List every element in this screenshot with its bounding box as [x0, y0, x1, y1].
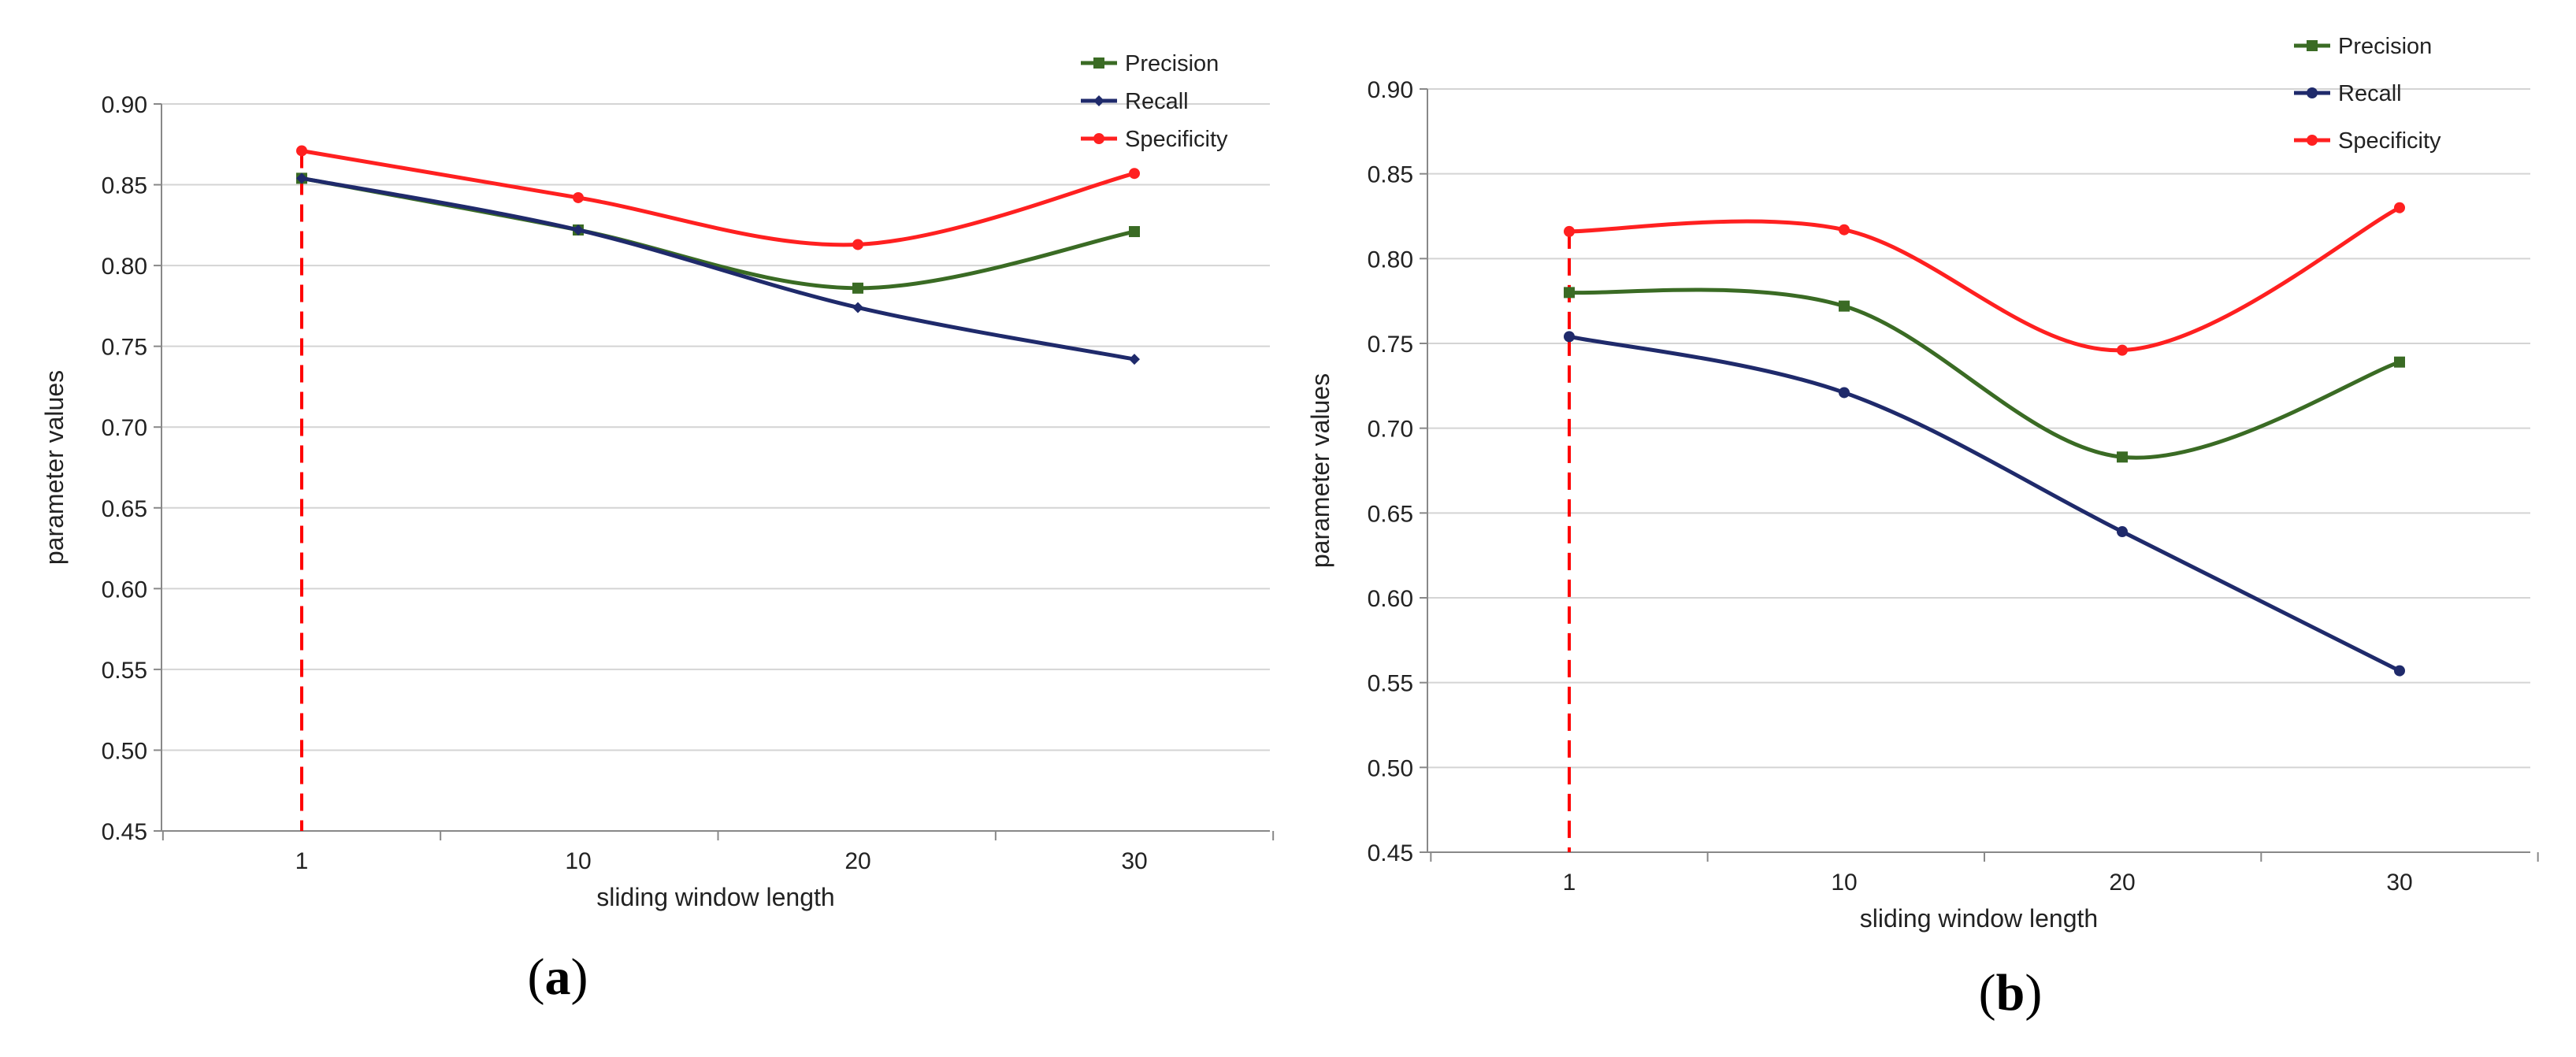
x-tick-label: 1: [295, 848, 309, 874]
x-tick-label: 10: [565, 848, 591, 874]
y-tick-label: 0.75: [102, 335, 147, 361]
y-tick-label: 0.85: [1368, 162, 1413, 188]
precision-point: [1839, 300, 1850, 312]
y-tick-label: 0.45: [1368, 840, 1413, 866]
precision-line: [301, 176, 1135, 291]
y-tick-label: 0.80: [1368, 247, 1413, 273]
legend-item: Precision: [1081, 51, 1219, 76]
specificity-line: [1568, 206, 2401, 353]
y-tick-label: 0.50: [102, 738, 147, 764]
legend-swatch-marker: [1093, 57, 1104, 69]
x-tick-label: 20: [2109, 870, 2135, 896]
legend-label: Recall: [1125, 89, 1189, 114]
specificity-point: [1129, 168, 1140, 180]
y-tick-label: 0.55: [102, 658, 147, 684]
legend-swatch-marker: [2307, 135, 2318, 146]
legend: Precision Recall Specificity: [2294, 34, 2441, 154]
legend-label: Precision: [1125, 51, 1219, 76]
specificity-point: [573, 191, 584, 203]
legend-label: Precision: [2338, 34, 2432, 59]
y-tick-label: 0.85: [102, 173, 147, 199]
recall-point: [1839, 387, 1850, 399]
recall-line: [1568, 334, 2401, 673]
y-tick-label: 0.90: [102, 92, 147, 118]
specificity-point: [2394, 202, 2405, 213]
y-tick-label: 0.60: [102, 577, 147, 603]
precision-point: [852, 282, 863, 294]
legend-label: Specificity: [1125, 127, 1228, 152]
series-specificity: [296, 145, 1140, 250]
legend-label: Recall: [2338, 81, 2402, 106]
legend-label: Specificity: [2338, 128, 2441, 154]
y-tick-label: 0.60: [1368, 586, 1413, 612]
specificity-point: [1839, 224, 1850, 236]
chart-panel-a: 0.45 0.50 0.55 0.60 0.65 0.70 0.75 0.80 0.85 0.90…: [40, 51, 1275, 1006]
recall-point: [296, 172, 307, 184]
panel-caption-a: (a): [528, 948, 588, 1006]
y-tick-label: 0.45: [102, 819, 147, 845]
precision-point: [2117, 451, 2128, 463]
series-recall: [1564, 331, 2405, 677]
recall-line: [301, 176, 1135, 362]
legend-swatch-marker: [2307, 87, 2318, 98]
y-tick-label: 0.75: [1368, 332, 1413, 358]
specificity-point: [852, 239, 863, 250]
y-axis-label: parameter values: [1306, 373, 1334, 568]
legend: Precision Recall Specificity: [1081, 51, 1228, 152]
precision-line: [1568, 287, 2400, 460]
y-tick-label: 0.70: [1368, 417, 1413, 443]
recall-point: [1129, 354, 1140, 365]
recall-point: [2394, 665, 2405, 677]
x-tick-label: 20: [844, 848, 870, 874]
x-axis-label: sliding window length: [1860, 904, 2098, 933]
recall-point: [573, 224, 584, 236]
legend-swatch-marker: [2307, 40, 2318, 51]
x-tick-label: 10: [1831, 870, 1857, 896]
y-axis-label: parameter values: [40, 370, 69, 565]
specificity-line: [301, 149, 1135, 247]
y-tick-label: 0.50: [1368, 755, 1413, 781]
specificity-point: [2117, 344, 2128, 356]
y-tick-label: 0.90: [1368, 77, 1413, 103]
recall-point: [852, 302, 863, 313]
series-recall: [296, 172, 1140, 365]
recall-point: [2117, 526, 2128, 538]
panel-caption-b: (b): [1979, 964, 2043, 1022]
series-precision: [1564, 287, 2405, 463]
x-tick-label: 1: [1563, 870, 1576, 896]
y-tick-label: 0.65: [1368, 501, 1413, 527]
legend-item: Recall: [2294, 81, 2402, 106]
legend-swatch-marker: [1093, 95, 1104, 106]
precision-point: [1564, 287, 1575, 299]
legend-item: Recall: [1081, 89, 1189, 114]
x-tick-label: 30: [2386, 870, 2412, 896]
x-tick-label: 30: [1121, 848, 1147, 874]
series-specificity: [1564, 202, 2405, 356]
legend-item: Specificity: [1081, 127, 1228, 152]
x-axis-label: sliding window length: [596, 883, 834, 911]
legend-item: Specificity: [2294, 128, 2441, 154]
specificity-point: [296, 145, 307, 157]
y-tick-label: 0.65: [102, 496, 147, 522]
legend-swatch-marker: [1093, 133, 1104, 144]
y-tick-label: 0.55: [1368, 671, 1413, 697]
recall-point: [1564, 331, 1575, 343]
chart-panel-b: 0.45 0.50 0.55 0.60 0.65 0.70 0.75 0.80 0.85 0.90…: [1306, 34, 2539, 1022]
legend-item: Precision: [2294, 34, 2432, 59]
y-tick-label: 0.80: [102, 254, 147, 280]
specificity-point: [1564, 225, 1575, 237]
precision-point: [2394, 356, 2405, 368]
precision-point: [1129, 226, 1140, 238]
series-precision: [296, 172, 1140, 294]
y-tick-label: 0.70: [102, 415, 147, 441]
